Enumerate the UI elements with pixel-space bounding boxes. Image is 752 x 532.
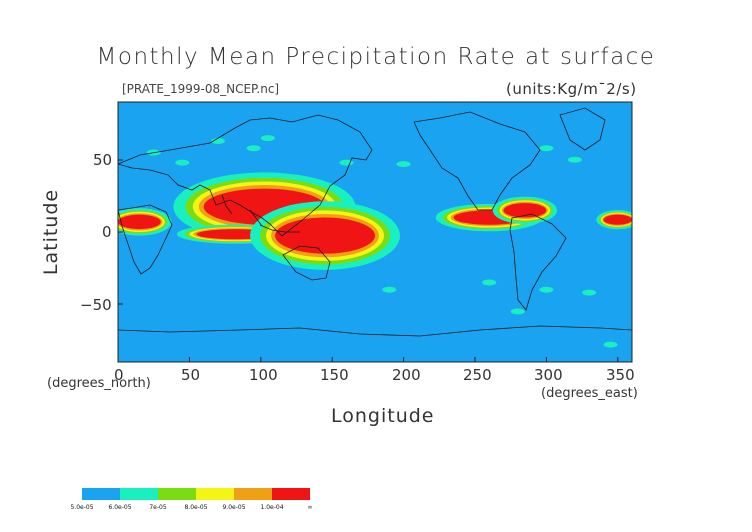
y-tick-marks bbox=[118, 159, 123, 305]
legend-label: 9.0e-05 bbox=[222, 504, 246, 511]
precip-core-region-2 bbox=[275, 217, 375, 254]
y-tick-label: 0 bbox=[102, 223, 112, 241]
legend-swatch bbox=[120, 488, 158, 500]
x-tick-label: 150 bbox=[320, 366, 349, 384]
precip-core-region-4 bbox=[118, 214, 161, 230]
legend-swatch bbox=[234, 488, 272, 500]
precip-spot bbox=[246, 145, 261, 152]
x-tick-label: 250 bbox=[463, 366, 492, 384]
legend-label: 5.0e-05 bbox=[70, 504, 94, 511]
units-label: (units:Kg/m¯2/s) bbox=[506, 80, 637, 98]
x-axis-label: Longitude bbox=[331, 405, 435, 427]
x-tick-label: 0 bbox=[114, 366, 124, 384]
precip-spot bbox=[510, 308, 525, 315]
precip-spot bbox=[175, 159, 190, 166]
legend-swatch bbox=[196, 488, 234, 500]
x-tick-label: 350 bbox=[606, 366, 635, 384]
x-tick-label: 100 bbox=[249, 366, 278, 384]
y-axis-units: (degrees_north) bbox=[47, 376, 151, 391]
y-tick-label: 50 bbox=[93, 151, 113, 169]
precip-spot bbox=[260, 135, 275, 142]
precip-spot bbox=[396, 161, 411, 168]
precip-spot bbox=[210, 138, 225, 144]
legend-swatch bbox=[158, 488, 196, 500]
color-legend bbox=[82, 488, 310, 500]
x-tick-marks bbox=[117, 357, 619, 362]
legend-swatch bbox=[272, 488, 310, 500]
precip-spot bbox=[382, 286, 397, 293]
legend-label: 1.0e-04 bbox=[260, 504, 284, 511]
precip-spot bbox=[339, 159, 354, 166]
precip-core-region-5 bbox=[503, 203, 547, 218]
precip-spot bbox=[603, 341, 618, 348]
coastlines bbox=[118, 107, 632, 337]
legend-label: 6.0e-05 bbox=[108, 504, 132, 511]
precip-spot bbox=[482, 279, 497, 286]
legend-label: 7e-05 bbox=[149, 504, 167, 511]
legend-label: ∞ bbox=[307, 504, 313, 511]
precip-core-region-6 bbox=[603, 214, 632, 225]
legend-label: 8.0e-05 bbox=[184, 504, 208, 511]
y-tick-label: −50 bbox=[80, 296, 112, 314]
chart-title: Monthly Mean Precipitation Rate at surfa… bbox=[96, 44, 656, 70]
y-axis-label: Latitude bbox=[40, 188, 62, 276]
file-label: [PRATE_1999-08_NCEP.nc] bbox=[122, 82, 280, 96]
precip-spot bbox=[539, 286, 554, 293]
x-tick-label: 200 bbox=[392, 366, 421, 384]
legend-swatch bbox=[82, 488, 120, 500]
precip-spot bbox=[539, 145, 554, 152]
precip-spot bbox=[582, 289, 597, 296]
precip-spot bbox=[567, 156, 582, 163]
x-axis-units: (degrees_east) bbox=[541, 386, 638, 401]
x-tick-label: 300 bbox=[534, 366, 563, 384]
x-tick-label: 50 bbox=[181, 366, 201, 384]
precipitation-field bbox=[118, 135, 632, 348]
